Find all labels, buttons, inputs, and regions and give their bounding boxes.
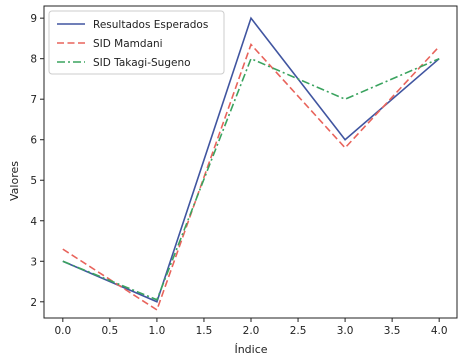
y-tick-label: 7 bbox=[30, 94, 37, 106]
x-tick-label: 1.5 bbox=[196, 325, 213, 337]
x-tick-label: 1.0 bbox=[149, 325, 166, 337]
y-tick-label: 4 bbox=[30, 216, 37, 228]
y-tick-label: 8 bbox=[30, 54, 37, 66]
x-tick-label: 2.5 bbox=[290, 325, 307, 337]
x-tick-label: 4.0 bbox=[431, 325, 448, 337]
series-line-sid-mamdani bbox=[63, 44, 439, 309]
legend: Resultados Esperados SID Mamdani SID Takag… bbox=[49, 11, 224, 74]
legend-label: SID Takagi-Sugeno bbox=[93, 57, 191, 69]
y-tick-label: 9 bbox=[30, 13, 37, 25]
x-tick-label: 3.5 bbox=[384, 325, 401, 337]
y-axis-ticks: 2 3 4 5 6 7 8 9 bbox=[30, 13, 44, 309]
x-tick-label: 3.0 bbox=[337, 325, 354, 337]
y-tick-label: 5 bbox=[30, 175, 37, 187]
x-tick-label: 2.0 bbox=[243, 325, 260, 337]
legend-label: Resultados Esperados bbox=[93, 19, 208, 31]
x-tick-label: 0.0 bbox=[54, 325, 71, 337]
x-axis-label: Índice bbox=[234, 343, 267, 356]
x-axis-ticks: 0.0 0.5 1.0 1.5 2.0 2.5 3.0 3.5 4.0 bbox=[54, 318, 447, 337]
x-tick-label: 0.5 bbox=[102, 325, 119, 337]
legend-label: SID Mamdani bbox=[93, 38, 163, 50]
series-line-sid-takagi-sugeno bbox=[63, 59, 439, 300]
y-axis-label: Valores bbox=[8, 161, 21, 201]
y-tick-label: 2 bbox=[30, 297, 37, 309]
y-tick-label: 6 bbox=[30, 135, 37, 147]
y-tick-label: 3 bbox=[30, 256, 37, 268]
